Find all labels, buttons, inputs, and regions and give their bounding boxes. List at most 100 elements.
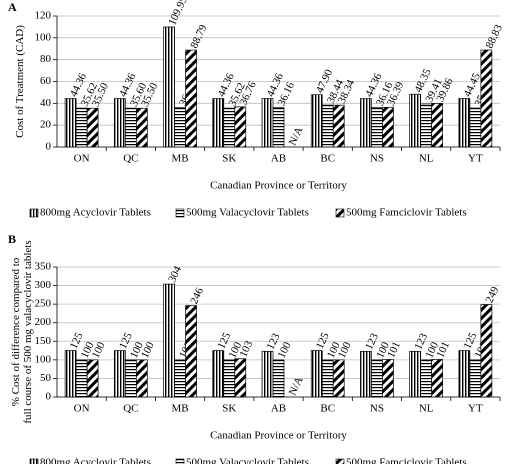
- data-label: 100: [90, 340, 108, 360]
- legend-label: 500mg Famciclovir Tablets: [346, 457, 467, 464]
- bar: [360, 350, 372, 398]
- x-tick-label: NS: [370, 403, 384, 415]
- bar: [135, 107, 148, 148]
- bar: [382, 359, 394, 398]
- bar: [163, 283, 175, 398]
- y-tick-label: 250: [35, 298, 52, 310]
- bar: [469, 107, 482, 148]
- y-tick-label: 0: [46, 141, 52, 153]
- y-tick-label: 40: [40, 97, 52, 109]
- legend-swatch: [175, 458, 185, 464]
- bar: [321, 359, 334, 398]
- bar: [261, 98, 274, 148]
- x-tick-label: MB: [171, 153, 188, 165]
- y-tick-label: 60: [40, 75, 52, 87]
- x-tick-label: BC: [320, 153, 335, 165]
- legend-label: 800mg Acyclovir Tablets: [40, 207, 151, 219]
- y-tick-label: 20: [40, 119, 52, 131]
- bar: [480, 49, 493, 148]
- panel-label: B: [8, 232, 16, 246]
- bar: [458, 98, 471, 148]
- x-tick-label: BC: [320, 403, 335, 415]
- y-axis-title-line: % Cost of difference compared to: [10, 257, 22, 406]
- bar: [124, 359, 137, 398]
- bar: [223, 359, 236, 398]
- bar: [458, 350, 471, 398]
- y-tick-label: 100: [35, 31, 52, 43]
- bar: [480, 304, 493, 398]
- legend-swatch: [335, 458, 345, 464]
- y-tick-label: 120: [35, 10, 52, 22]
- data-label: 101: [434, 340, 452, 360]
- bar: [124, 107, 137, 148]
- data-label: 100: [139, 340, 157, 360]
- x-tick-label: NL: [419, 403, 434, 415]
- bar: [135, 359, 148, 398]
- y-axis-title: % Cost of difference compared tofull cou…: [10, 240, 34, 423]
- data-label: 88.83: [484, 22, 506, 50]
- data-label: 101: [385, 340, 403, 360]
- x-axis-title: Canadian Province or Territory: [210, 430, 347, 442]
- bar: [360, 98, 372, 148]
- data-label: 246: [188, 285, 206, 305]
- data-label: 88.79: [188, 22, 210, 50]
- bar: [75, 107, 88, 148]
- x-tick-label: SK: [222, 153, 236, 165]
- x-tick-label: AB: [271, 153, 286, 165]
- bar: [382, 106, 394, 148]
- bar: [310, 350, 323, 398]
- bar: [234, 358, 247, 398]
- data-label: N/A: [287, 125, 306, 147]
- bar: [163, 26, 175, 148]
- bar: [113, 98, 126, 148]
- bar: [185, 305, 197, 398]
- bar: [185, 49, 197, 148]
- bar: [174, 107, 186, 148]
- x-tick-label: AB: [271, 403, 286, 415]
- x-axis-title: Canadian Province or Territory: [210, 180, 347, 192]
- legend-swatch: [29, 208, 39, 218]
- bar: [272, 107, 285, 148]
- bar: [113, 350, 126, 398]
- x-tick-label: MB: [171, 403, 188, 415]
- legend-swatch: [29, 458, 39, 464]
- legend-swatch: [175, 208, 185, 218]
- bar: [332, 104, 345, 148]
- bar: [431, 103, 444, 148]
- bar: [310, 94, 323, 148]
- y-tick-label: 0: [46, 391, 52, 403]
- bar: [332, 359, 345, 398]
- bar: [234, 106, 247, 148]
- y-tick-label: 50: [40, 372, 52, 384]
- y-tick-label: 300: [35, 279, 52, 291]
- bar: [420, 359, 433, 398]
- bar: [431, 359, 444, 398]
- bar: [409, 350, 422, 398]
- data-label: 109.95: [166, 0, 190, 27]
- x-tick-label: QC: [123, 153, 138, 165]
- bar: [223, 107, 236, 148]
- legend-label: 500mg Valacyclovir Tablets: [186, 457, 309, 464]
- bar: [174, 359, 186, 398]
- y-tick-label: 350: [35, 261, 52, 273]
- bar: [212, 98, 225, 148]
- bar: [212, 350, 225, 398]
- bar: [371, 359, 383, 398]
- bar: [409, 93, 422, 148]
- y-axis-title-line: Cost of Treatment (CAD): [14, 25, 26, 138]
- x-tick-label: ON: [74, 153, 90, 165]
- y-axis-title-line: full course of 500 mg valacyclovir table…: [22, 240, 34, 423]
- bar: [86, 359, 99, 398]
- x-tick-label: NS: [370, 153, 384, 165]
- legend-swatch: [335, 208, 345, 218]
- bar: [64, 98, 77, 148]
- legend-label: 800mg Acyclovir Tablets: [40, 457, 151, 464]
- x-tick-label: QC: [123, 403, 138, 415]
- data-label: 100: [336, 340, 354, 360]
- legend-label: 500mg Famciclovir Tablets: [346, 207, 467, 219]
- bar: [371, 107, 383, 148]
- bar: [86, 107, 99, 148]
- x-tick-label: ON: [74, 403, 90, 415]
- y-tick-label: 150: [35, 335, 52, 347]
